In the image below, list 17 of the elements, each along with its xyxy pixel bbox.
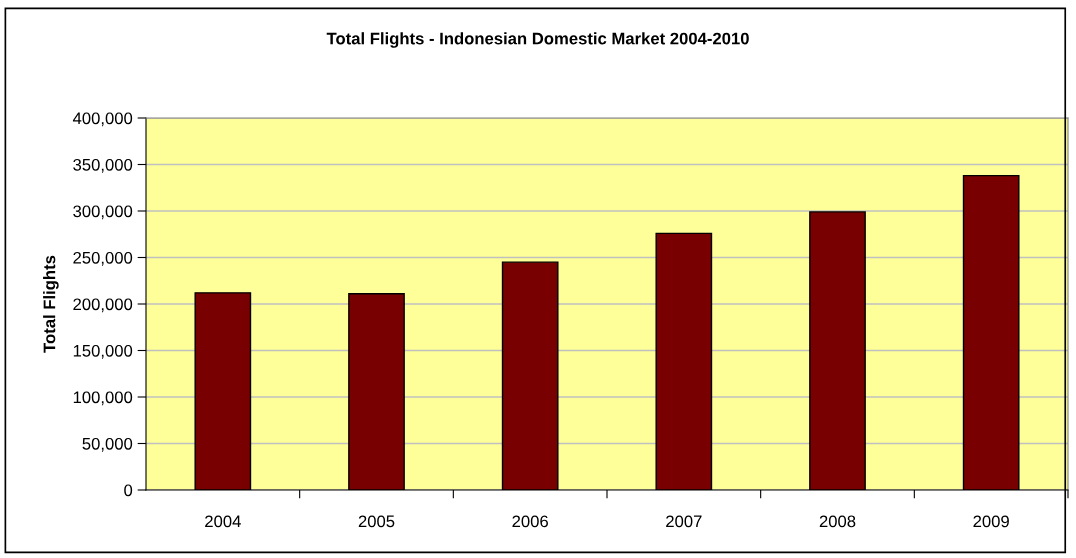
- y-tick-label: 350,000: [73, 158, 133, 173]
- y-tick-label: 200,000: [73, 298, 133, 313]
- y-tick-label: 250,000: [73, 251, 133, 266]
- y-tick-label: 50,000: [82, 437, 133, 452]
- chart-title: Total Flights - Indonesian Domestic Market 2004-2010: [326, 32, 749, 48]
- x-tick-label: 2007: [666, 515, 702, 528]
- y-axis-title: Total Flights: [43, 255, 59, 353]
- x-tick-label: 2009: [973, 515, 1009, 528]
- y-tick-label: 100,000: [73, 391, 133, 406]
- y-tick-label: 400,000: [72, 112, 133, 127]
- x-tick-label: 2006: [512, 515, 548, 528]
- x-tick-label: 2005: [358, 515, 395, 528]
- y-tick-label: 150,000: [73, 344, 133, 359]
- x-tick-label: 2008: [819, 515, 856, 528]
- x-tick-label: 2004: [205, 515, 241, 528]
- y-tick-label: 300,000: [73, 205, 133, 220]
- y-tick-label: 0: [124, 484, 133, 497]
